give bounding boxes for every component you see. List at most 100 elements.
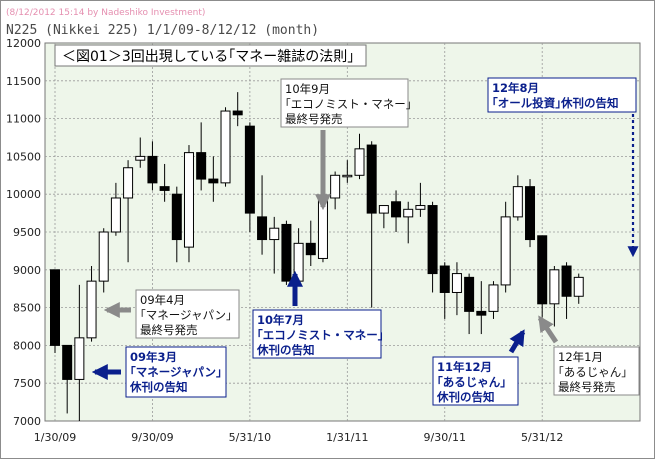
annotation-arrow — [537, 315, 559, 344]
candle-body-up — [98, 231, 109, 282]
annotation-line: ｢エコノミスト・マネー｣ — [257, 328, 384, 342]
x-tick-label: 5/31/12 — [521, 431, 563, 444]
candle — [549, 266, 560, 327]
candle-body-up — [573, 276, 584, 297]
annotation-line: 休刊の告知 — [129, 380, 188, 394]
candle — [244, 122, 255, 232]
candle — [537, 235, 548, 323]
annotation-line: ｢あるじゃん｣ — [558, 365, 627, 379]
candle — [464, 273, 475, 335]
axis-labels: 7000 7500 8000 8500 9000 9500 10000 10500 11000 1… — [6, 37, 563, 444]
candle-body-down — [50, 269, 60, 346]
candle-body-up — [415, 205, 426, 210]
annotation-0904: 09年4月｢マネージャパン｣最終号発売 — [103, 289, 240, 339]
annotation-1112: 11年12月｢あるじゃん｣休刊の告知 — [432, 329, 526, 406]
y-tick-label: 7000 — [13, 415, 41, 428]
candle — [159, 163, 170, 202]
candle-body-up — [488, 284, 499, 312]
y-tick-label: 8000 — [13, 339, 41, 352]
candle-body-up — [74, 337, 85, 380]
candle-body-up — [512, 186, 523, 218]
candle — [196, 122, 207, 191]
candle-body-up — [269, 227, 280, 241]
candle — [269, 216, 280, 274]
chart-subtitle: N225 (Nikkei 225) 1/1/09-8/12/12 (month) — [6, 23, 320, 38]
candle-body-up — [354, 148, 365, 176]
candle — [451, 262, 462, 316]
candle-body-down — [525, 186, 536, 241]
candle — [62, 344, 73, 414]
x-tick-label: 9/30/09 — [131, 431, 173, 444]
candle-body-up — [403, 208, 414, 218]
annotation-1007: 10年7月｢エコノミスト・マネー｣休刊の告知 — [252, 270, 384, 359]
candle — [183, 145, 194, 263]
annotation-box — [487, 77, 637, 113]
annotation-line: 10年9月 — [285, 82, 330, 96]
candle-body-down — [391, 201, 402, 218]
candle — [476, 281, 487, 335]
y-tick-label: 7500 — [13, 377, 41, 390]
candle-body-down — [159, 186, 170, 191]
candle — [110, 182, 121, 236]
y-tick-label: 11000 — [6, 113, 41, 126]
annotation-1201: 12年1月｢あるじゃん｣最終号発売 — [537, 315, 640, 396]
annotation-line: ｢マネージャパン｣ — [130, 365, 222, 379]
annotation-line: 11年12月 — [437, 360, 492, 374]
candle-body-up — [317, 197, 328, 259]
candle-body-down — [62, 344, 73, 380]
annotation-line: ｢エコノミスト・マネー｣ — [285, 97, 412, 111]
candle-body-down — [208, 178, 219, 184]
candle — [403, 201, 414, 244]
candle-body-down — [171, 193, 182, 241]
x-tick-label: 1/31/11 — [326, 431, 368, 444]
candle-body-up — [135, 155, 146, 161]
watermark-text: (8/12/2012 15:14 by Nadeshiko Investment… — [6, 8, 206, 18]
annotation-0903: 09年3月｢マネージャパン｣休刊の告知 — [91, 346, 227, 398]
candle — [305, 220, 316, 267]
annotation-line: 10年7月 — [257, 313, 304, 327]
candle-body-up — [549, 269, 560, 305]
candle-body-up — [110, 197, 121, 233]
candle — [391, 190, 402, 232]
y-tick-label: 11500 — [6, 75, 41, 88]
annotations: 09年4月｢マネージャパン｣最終号発売09年3月｢マネージャパン｣休刊の告知10… — [91, 77, 640, 406]
y-tick-label: 9000 — [13, 264, 41, 277]
y-tick-label: 8500 — [13, 302, 41, 315]
candle-body-down — [281, 223, 292, 282]
candle — [573, 273, 584, 304]
annotation-box — [280, 78, 409, 128]
chart-title: ＜図01＞3回出現している｢マネー雑誌の法則｣ — [62, 49, 354, 65]
candle — [342, 160, 353, 183]
candle-body-up — [86, 280, 97, 339]
y-tick-label: 10000 — [6, 188, 41, 201]
candle — [500, 201, 511, 293]
annotation-line: 09年3月 — [130, 350, 177, 364]
candle-body-down — [257, 216, 268, 241]
candle-body-down — [196, 152, 207, 180]
candle-body-down — [232, 110, 243, 116]
candle — [220, 107, 231, 187]
candle — [525, 179, 536, 248]
y-tick-label: 9500 — [13, 226, 41, 239]
candles — [50, 92, 584, 421]
x-tick-label: 1/30/09 — [34, 431, 76, 444]
annotation-line: 休刊の告知 — [256, 343, 315, 357]
annotation-box — [125, 346, 227, 398]
candle — [50, 269, 60, 353]
annotation-box — [252, 309, 382, 359]
chart-title-box — [54, 44, 367, 67]
annotation-arrow — [508, 329, 526, 354]
candle-body-up — [123, 167, 134, 199]
candle-body-down — [305, 242, 316, 256]
candle — [561, 262, 572, 319]
candle-body-down — [427, 205, 438, 275]
annotation-line: 09年4月 — [140, 293, 185, 307]
candle — [74, 284, 85, 421]
candle — [135, 137, 146, 168]
candle — [232, 92, 243, 127]
annotation-line: 12年8月 — [492, 81, 539, 95]
candle-body-up — [451, 273, 462, 293]
candle-body-up — [500, 216, 511, 286]
candle — [512, 175, 523, 221]
